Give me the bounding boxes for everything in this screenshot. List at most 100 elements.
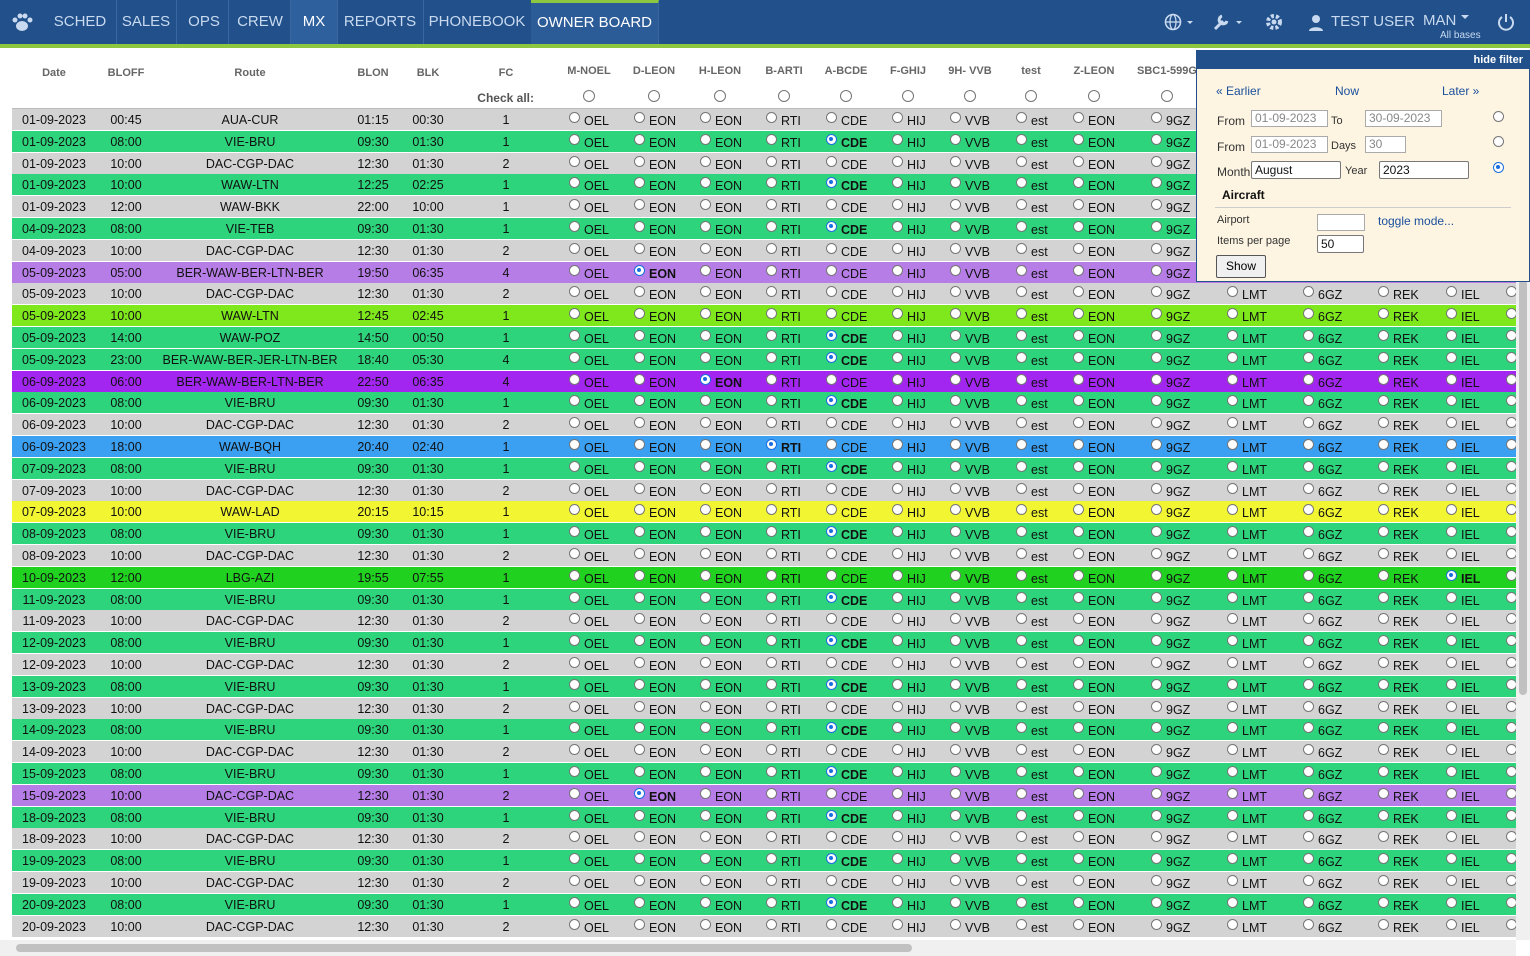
aircraft-radio[interactable] (1506, 373, 1516, 385)
aircraft-radio[interactable] (1073, 853, 1084, 865)
aircraft-radio[interactable] (1151, 264, 1162, 276)
check-all-radio[interactable] (648, 90, 660, 102)
aircraft-radio[interactable] (1073, 504, 1084, 516)
aircraft-radio[interactable] (1378, 613, 1389, 625)
aircraft-radio[interactable] (1506, 875, 1516, 886)
aircraft-radio[interactable] (892, 809, 903, 821)
now-link[interactable]: Now (1335, 84, 1360, 98)
aircraft-radio[interactable] (1227, 875, 1238, 886)
aircraft-radio[interactable] (1151, 199, 1162, 211)
aircraft-radio[interactable] (766, 766, 777, 777)
aircraft-radio[interactable] (826, 308, 837, 320)
aircraft-radio[interactable] (950, 373, 961, 385)
aircraft-radio[interactable] (892, 591, 903, 603)
aircraft-radio[interactable] (1506, 831, 1516, 843)
aircraft-radio[interactable] (1227, 482, 1238, 494)
aircraft-radio[interactable] (1016, 504, 1027, 516)
check-all-radio[interactable] (1088, 90, 1100, 102)
aircraft-radio[interactable] (634, 657, 645, 668)
aircraft-radio[interactable] (700, 460, 711, 472)
aircraft-radio[interactable] (569, 351, 580, 363)
aircraft-radio[interactable] (700, 330, 711, 341)
aircraft-radio[interactable] (1016, 635, 1027, 647)
aircraft-radio[interactable] (1227, 526, 1238, 538)
aircraft-radio[interactable] (766, 482, 777, 494)
aircraft-radio[interactable] (1303, 875, 1314, 886)
aircraft-radio[interactable] (1151, 526, 1162, 538)
aircraft-radio[interactable] (826, 439, 837, 450)
aircraft-radio[interactable] (1378, 635, 1389, 647)
aircraft-radio[interactable] (1446, 351, 1457, 363)
date-input[interactable]: 30-09-2023 (1365, 110, 1442, 127)
logout-icon[interactable] (1496, 12, 1516, 32)
aircraft-radio[interactable] (826, 548, 837, 559)
nav-item[interactable]: SCHED (44, 0, 117, 44)
aircraft-radio[interactable] (1446, 460, 1457, 472)
aircraft-radio[interactable] (826, 569, 837, 581)
aircraft-radio[interactable] (950, 809, 961, 821)
aircraft-radio[interactable] (634, 744, 645, 756)
aircraft-radio[interactable] (766, 787, 777, 799)
aircraft-radio[interactable] (892, 112, 903, 123)
aircraft-radio[interactable] (766, 700, 777, 712)
aircraft-radio[interactable] (1506, 918, 1516, 930)
aircraft-radio[interactable] (1506, 787, 1516, 799)
radio[interactable] (1493, 136, 1504, 147)
aircraft-radio[interactable] (826, 330, 837, 341)
aircraft-radio[interactable] (1446, 700, 1457, 712)
aircraft-radio[interactable] (892, 242, 903, 254)
aircraft-radio[interactable] (1073, 199, 1084, 211)
aircraft-radio[interactable] (569, 918, 580, 930)
aircraft-radio[interactable] (766, 155, 777, 167)
aircraft-radio[interactable] (1303, 526, 1314, 538)
aircraft-radio[interactable] (1303, 896, 1314, 908)
aircraft-radio[interactable] (569, 766, 580, 777)
aircraft-radio[interactable] (1303, 460, 1314, 472)
aircraft-radio[interactable] (826, 395, 837, 407)
aircraft-radio[interactable] (1303, 918, 1314, 930)
aircraft-radio[interactable] (1378, 330, 1389, 341)
check-all-radio[interactable] (1161, 90, 1173, 102)
aircraft-radio[interactable] (1303, 635, 1314, 647)
aircraft-radio[interactable] (1506, 896, 1516, 908)
aircraft-radio[interactable] (634, 569, 645, 581)
aircraft-radio[interactable] (634, 395, 645, 407)
days-input[interactable]: 30 (1365, 136, 1406, 153)
aircraft-radio[interactable] (1303, 744, 1314, 756)
aircraft-radio[interactable] (1227, 744, 1238, 756)
aircraft-radio[interactable] (1151, 635, 1162, 647)
aircraft-radio[interactable] (1303, 613, 1314, 625)
aircraft-radio[interactable] (766, 112, 777, 123)
earlier-link[interactable]: « Earlier (1216, 84, 1261, 98)
aircraft-radio[interactable] (950, 875, 961, 886)
aircraft-radio[interactable] (1378, 569, 1389, 581)
aircraft-radio[interactable] (569, 112, 580, 123)
aircraft-radio[interactable] (569, 373, 580, 385)
aircraft-radio[interactable] (826, 351, 837, 363)
aircraft-radio[interactable] (1151, 221, 1162, 232)
tools-menu[interactable] (1212, 13, 1244, 33)
aircraft-radio[interactable] (1073, 831, 1084, 843)
aircraft-radio[interactable] (1151, 439, 1162, 450)
aircraft-radio[interactable] (1151, 155, 1162, 167)
aircraft-radio[interactable] (950, 308, 961, 320)
aircraft-radio[interactable] (1016, 809, 1027, 821)
aircraft-radio[interactable] (826, 809, 837, 821)
aircraft-radio[interactable] (634, 177, 645, 189)
aircraft-radio[interactable] (1446, 286, 1457, 298)
aircraft-radio[interactable] (1227, 700, 1238, 712)
aircraft-radio[interactable] (826, 286, 837, 298)
aircraft-radio[interactable] (766, 875, 777, 886)
aircraft-radio[interactable] (569, 809, 580, 821)
aircraft-radio[interactable] (634, 417, 645, 429)
aircraft-radio[interactable] (700, 417, 711, 429)
aircraft-radio[interactable] (569, 787, 580, 799)
aircraft-radio[interactable] (1073, 722, 1084, 734)
aircraft-radio[interactable] (700, 373, 711, 385)
aircraft-radio[interactable] (1073, 613, 1084, 625)
aircraft-radio[interactable] (892, 853, 903, 865)
aircraft-radio[interactable] (1151, 831, 1162, 843)
aircraft-radio[interactable] (1506, 330, 1516, 341)
aircraft-radio[interactable] (1227, 635, 1238, 647)
aircraft-radio[interactable] (1016, 875, 1027, 886)
